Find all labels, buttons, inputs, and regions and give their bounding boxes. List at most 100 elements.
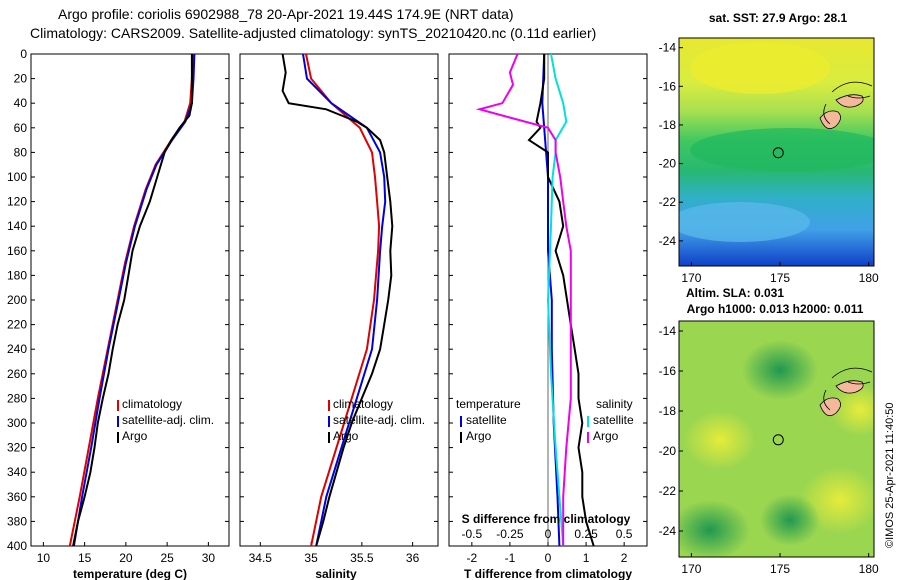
sst-green-band	[690, 128, 874, 172]
depth-tick-label: 120	[7, 195, 27, 209]
x-tick-label: 15	[78, 551, 92, 565]
series-line-satellite-adj-clim-	[302, 53, 387, 547]
lat-tick-label: -14	[659, 324, 677, 338]
lat-tick-label: -22	[659, 195, 677, 209]
lon-tick-label: 170	[681, 271, 701, 285]
sla-map-axes: 170 175 180 -14 -16 -18 -20 -22 -24	[659, 324, 879, 576]
legend-temperature-title: temperature	[456, 397, 521, 411]
fiji-reef	[823, 81, 873, 125]
fiji-land	[819, 380, 864, 417]
salinity-xlabel: salinity	[315, 567, 357, 580]
depth-tick-label: 320	[7, 441, 27, 455]
difference-legend: temperature satellite Argo salinity sate…	[456, 397, 634, 443]
temperature-plot: 10 15 20 25 30	[37, 53, 216, 565]
depth-tick-label: 240	[7, 342, 27, 356]
x-tick-label: -1	[505, 551, 516, 565]
lon-tick-label: 170	[681, 562, 701, 576]
salinity-legend: climatology satellite-adj. clim. Argo	[328, 397, 425, 443]
chart-title-line1: Argo profile: coriolis 6902988_78 20-Apr…	[58, 6, 514, 22]
x-tick-label: 36	[406, 551, 420, 565]
lon-tick-label: 180	[859, 562, 879, 576]
legend-t-satellite: satellite	[466, 413, 507, 427]
s-tick-label: -0.5	[462, 527, 483, 541]
depth-tick-label: 300	[7, 416, 27, 430]
legend-s-argo: Argo	[593, 429, 619, 443]
argo-position-marker	[772, 434, 784, 446]
legend-satellite-adj: satellite-adj. clim.	[333, 413, 425, 427]
depth-tick-label: 360	[7, 490, 27, 504]
sla-high-3	[830, 384, 874, 436]
sst-map-title: sat. SST: 27.9 Argo: 28.1	[709, 11, 848, 25]
x-tick-label: 10	[37, 551, 51, 565]
sla-map-title: Altim. SLA: 0.031	[686, 286, 784, 300]
series-line-climatology	[68, 53, 194, 547]
sla-low-3	[760, 494, 820, 546]
depth-tick-label: 0	[20, 47, 27, 61]
depth-tick-label: 160	[7, 244, 27, 258]
imos-credit: ©IMOS 25-Apr-2021 11:40:50	[884, 403, 896, 548]
lat-tick-label: -22	[659, 484, 677, 498]
difference-xlabel: T difference from climatology	[464, 567, 632, 580]
sst-map-axes: 170 175 180 -14 -16 -18 -20 -22 -24	[659, 41, 879, 285]
depth-tick-label: 380	[7, 514, 27, 528]
difference-xlabel-top: S difference from climatology	[462, 512, 631, 526]
lat-tick-label: -16	[659, 364, 677, 378]
depth-tick-label: 400	[7, 539, 27, 553]
x-tick-label: 35	[304, 551, 318, 565]
sla-low-2	[742, 340, 818, 400]
sla-map-subtitle: Argo h1000: 0.013 h2000: 0.011	[687, 302, 864, 316]
legend-argo: Argo	[122, 429, 148, 443]
lat-tick-label: -24	[659, 524, 677, 538]
series-line-s-satellite	[546, 53, 568, 547]
argo-position-marker	[772, 147, 784, 159]
s-tick-label: 0.5	[616, 527, 633, 541]
fiji-land	[819, 94, 864, 130]
lon-tick-label: 180	[859, 271, 879, 285]
sst-map	[679, 38, 874, 266]
depth-tick-label: 280	[7, 391, 27, 405]
lat-tick-label: -20	[659, 157, 677, 171]
series-line-argo	[281, 53, 394, 547]
sst-map-frame	[678, 37, 875, 267]
lat-tick-label: -24	[659, 234, 677, 248]
depth-tick-label: 340	[7, 465, 27, 479]
fiji-reef	[823, 367, 873, 411]
temperature-xlabel: temperature (deg C)	[73, 567, 187, 580]
s-tick-label: -0.25	[496, 527, 524, 541]
lat-tick-label: -18	[659, 404, 677, 418]
depth-tick-label: 180	[7, 268, 27, 282]
legend-satellite-adj: satellite-adj. clim.	[122, 413, 214, 427]
difference-plot: -2 -1 0 1 2-0.5 -0.25 0 0.25 0.5	[462, 53, 633, 565]
x-tick-label: 30	[202, 551, 216, 565]
x-tick-label: 0	[545, 551, 552, 565]
lon-tick-label: 175	[770, 271, 790, 285]
sst-warm-patch	[690, 42, 830, 94]
x-tick-label: 35.5	[350, 551, 374, 565]
x-tick-label: 34.5	[249, 551, 273, 565]
depth-tick-label: 40	[14, 96, 28, 110]
legend-climatology: climatology	[122, 397, 182, 411]
temperature-legend: climatology satellite-adj. clim. Argo	[117, 397, 214, 443]
series-line-s-argo	[475, 53, 572, 546]
series-line-t-argo	[527, 54, 595, 547]
depth-tick-label: 20	[14, 72, 28, 86]
x-tick-label: 2	[621, 551, 628, 565]
sla-map	[679, 321, 874, 557]
s-tick-label: 0.25	[574, 527, 598, 541]
chart-title-line2: Climatology: CARS2009. Satellite-adjuste…	[30, 25, 597, 41]
legend-t-argo: Argo	[466, 429, 492, 443]
legend-salinity-title: salinity	[596, 397, 633, 411]
series-line-argo	[72, 54, 193, 547]
lon-tick-label: 175	[770, 562, 790, 576]
series-line-climatology	[305, 53, 381, 547]
sla-high-1	[684, 410, 756, 470]
series-line-satellite-adj-clim-	[72, 53, 196, 547]
lat-tick-label: -16	[659, 79, 677, 93]
depth-tick-label: 260	[7, 367, 27, 381]
depth-tick-label: 140	[7, 219, 27, 233]
lat-tick-label: -14	[659, 41, 677, 55]
depth-tick-label: 80	[14, 145, 28, 159]
sla-low-1	[679, 500, 750, 557]
x-tick-label: 25	[160, 551, 174, 565]
